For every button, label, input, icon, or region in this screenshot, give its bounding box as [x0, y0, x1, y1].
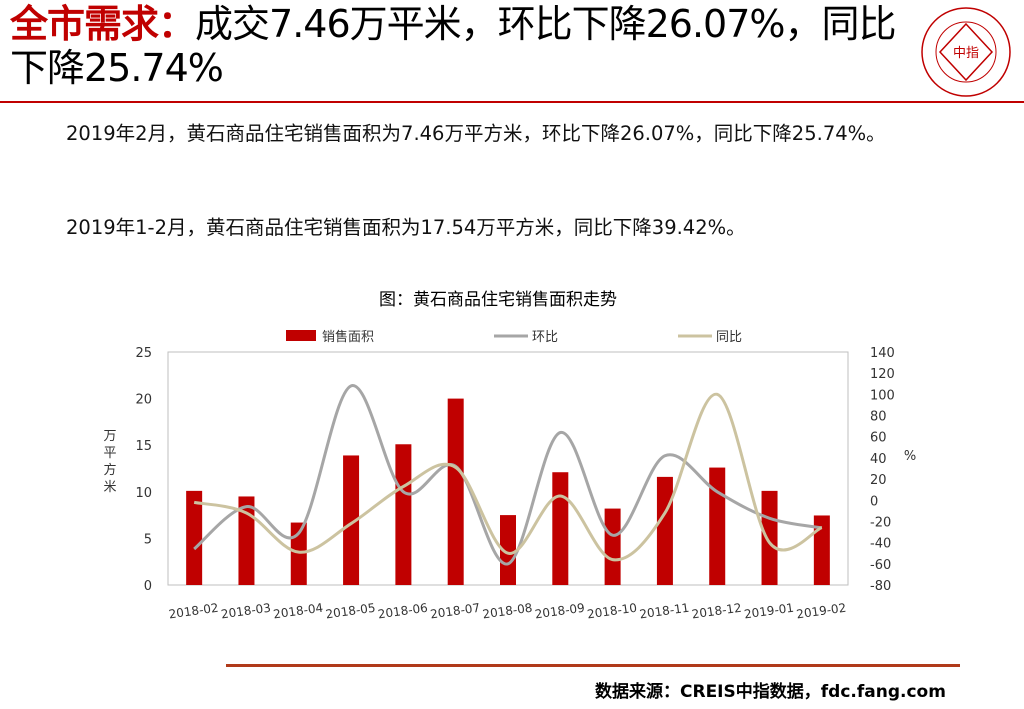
logo-text: 中指 [953, 46, 979, 61]
x-category-label: 2018-06 [377, 601, 429, 622]
left-tick-label: 0 [144, 579, 152, 594]
china-index-academy-logo: 中指 [921, 7, 1011, 97]
x-category-label: 2018-03 [220, 601, 272, 622]
x-category-label: 2018-10 [586, 601, 638, 622]
x-category-label: 2018-04 [272, 601, 324, 622]
bar-sales-area [238, 496, 255, 585]
legend-label-sales: 销售面积 [322, 329, 374, 345]
right-tick-label: -40 [870, 537, 891, 552]
data-source: 数据来源：CREIS中指数据，fdc.fang.com [595, 682, 946, 702]
summary-paragraph-2: 2019年1-2月，黄石商品住宅销售面积为17.54万平方米，同比下降39.42… [66, 216, 746, 239]
left-tick-label: 20 [135, 393, 152, 408]
chart-title: 图：黄石商品住宅销售面积走势 [379, 290, 617, 310]
title-divider [0, 101, 1024, 103]
page-title: 全市需求：成交7.46万平米，环比下降26.07%，同比下降25.74% [10, 2, 910, 90]
left-tick-label: 25 [135, 346, 152, 361]
legend-label-yoy: 同比 [716, 330, 742, 345]
right-tick-label: -80 [870, 579, 891, 594]
right-tick-label: 60 [870, 431, 887, 446]
bar-sales-area [656, 476, 673, 585]
y-axis-label-char: 平 [103, 446, 116, 461]
x-category-label: 2018-02 [168, 601, 220, 622]
right-tick-label: 80 [870, 410, 887, 425]
bar-sales-area [395, 444, 412, 585]
x-category-label: 2018-05 [325, 601, 377, 622]
left-tick-label: 15 [135, 439, 152, 454]
x-category-label: 2018-07 [429, 601, 481, 622]
right-tick-label: -60 [870, 558, 891, 573]
bar-sales-area [343, 455, 360, 585]
x-category-label: 2018-12 [691, 601, 743, 622]
title-rest: 成交7.46万平米，环比下降26.07%，同比下降25.74% [10, 2, 897, 90]
bar-sales-area [813, 515, 830, 585]
summary-paragraph-1: 2019年2月，黄石商品住宅销售面积为7.46万平方米，环比下降26.07%，同… [66, 122, 886, 145]
logo-outer-ring [921, 7, 1011, 97]
bar-sales-area [500, 515, 516, 585]
line-yoy [193, 392, 823, 562]
bar-sales-area [447, 398, 464, 585]
bar-sales-area [761, 490, 778, 585]
right-tick-label: 20 [870, 473, 887, 488]
title-lead: 全市需求： [10, 2, 196, 46]
bar-sales-area [186, 490, 203, 585]
line-mom [193, 384, 823, 566]
bar-sales-area [552, 472, 569, 585]
x-category-label: 2018-08 [482, 601, 534, 622]
x-category-label: 2018-09 [534, 601, 586, 622]
right-tick-label: 140 [870, 346, 895, 361]
sales-area-chart: 图：黄石商品住宅销售面积走势销售面积 环比 同比 0 5 10 15 20 25 -80 -60 -4… [96, 280, 946, 640]
right-tick-label: 120 [870, 367, 895, 382]
legend-swatch-sales [286, 330, 316, 341]
legend-label-mom: 环比 [532, 330, 558, 345]
left-tick-label: 5 [144, 532, 152, 547]
bar-sales-area [604, 508, 621, 585]
y-axis-label-char: 万 [103, 429, 116, 444]
x-category-label: 2018-11 [639, 601, 691, 622]
x-category-label: 2019-01 [743, 601, 795, 622]
right-tick-label: 40 [870, 452, 887, 467]
logo-diamond [938, 22, 994, 82]
right-tick-label: 0 [870, 494, 878, 509]
y-axis-label-char: 米 [103, 480, 116, 495]
y2-axis-label: % [904, 449, 916, 464]
right-tick-label: -20 [870, 515, 891, 530]
left-tick-label: 10 [135, 486, 152, 501]
right-tick-label: 100 [870, 388, 895, 403]
y-axis-label-char: 方 [103, 462, 116, 478]
bar-sales-area [709, 467, 726, 585]
footer-divider [226, 664, 960, 667]
logo-inner-ring [935, 21, 997, 83]
x-category-label: 2019-02 [795, 601, 847, 622]
